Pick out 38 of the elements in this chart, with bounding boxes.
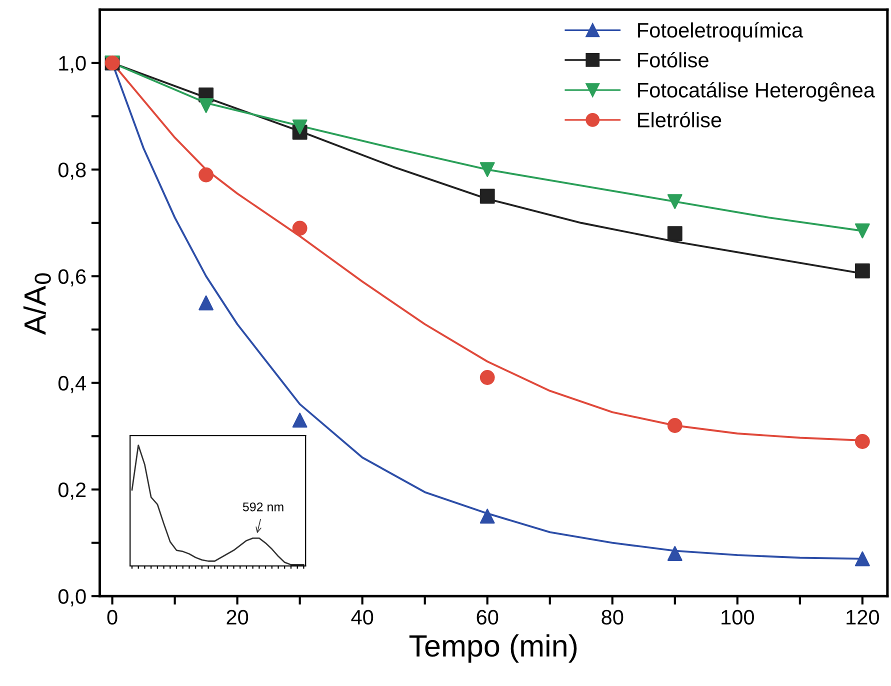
x-axis-title: Tempo (min) xyxy=(409,634,577,663)
point xyxy=(667,546,682,561)
point xyxy=(292,412,308,428)
legend-label: Eletrólise xyxy=(638,112,722,128)
point xyxy=(292,119,308,134)
x-tick-label: 100 xyxy=(722,610,754,625)
point xyxy=(667,194,682,210)
x-tick-label: 80 xyxy=(602,610,624,625)
legend-label: Fotólise xyxy=(638,52,708,68)
y-tick-label: 0,2 xyxy=(58,482,86,500)
y-tick-label: 1,0 xyxy=(59,56,86,74)
y-tick-label: 0,6 xyxy=(58,269,86,286)
point xyxy=(854,263,870,278)
x-tick-label: 40 xyxy=(351,610,374,625)
x-tick-label: 0 xyxy=(107,610,118,625)
x-tick-label: 20 xyxy=(226,610,248,625)
point xyxy=(198,98,214,114)
legend-label: Fotocatálise Heterogênea xyxy=(638,82,875,102)
point xyxy=(854,434,870,449)
point xyxy=(198,167,214,182)
legend-label: Fotoeletroquímica xyxy=(638,22,804,42)
y-tick-label: 0,8 xyxy=(58,162,86,180)
x-tick-label: 120 xyxy=(846,610,879,625)
point xyxy=(480,188,495,204)
y-axis-title: A/A$_{0}$ xyxy=(23,273,51,335)
point xyxy=(480,508,495,524)
point xyxy=(480,162,495,178)
point xyxy=(854,551,870,566)
point xyxy=(198,295,214,310)
y-tick-label: 0,0 xyxy=(58,589,86,606)
annotation: 592 nm xyxy=(242,502,284,512)
point xyxy=(292,220,308,236)
y-tick-label: 0,4 xyxy=(58,376,86,394)
point xyxy=(854,223,870,238)
x-tick-label: 60 xyxy=(476,610,498,625)
point xyxy=(667,418,682,433)
point xyxy=(480,370,495,385)
point xyxy=(667,226,682,242)
